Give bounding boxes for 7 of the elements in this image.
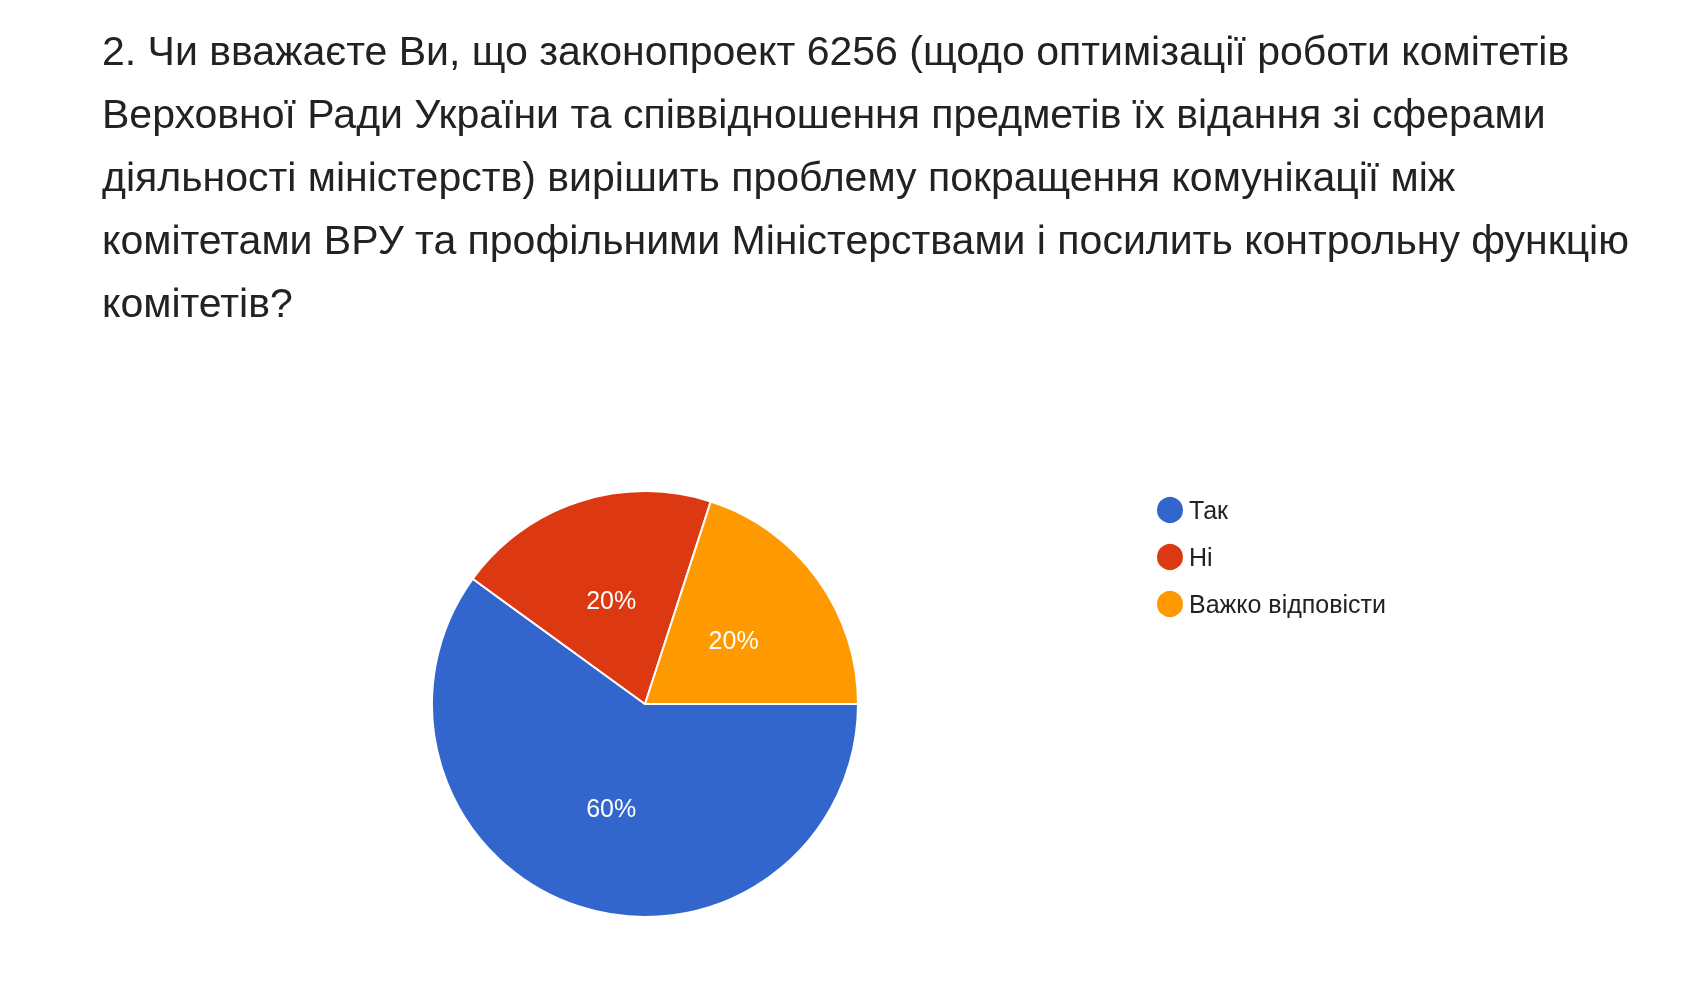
- data-label: 20%: [708, 625, 759, 654]
- legend-label: Так: [1189, 496, 1230, 524]
- chart-title: 2. Чи вважаєте Ви, що законопроект 6256 (щодо оптимізації роботи комітетів Верховної Ради України та співвідношення предметів їх відання зі сферами діяльності міністерств) вирішить проблему покращення комунікації між комітетами ВРУ та профільними Міністерствами і посилить контрольну функцію комітетів?: [102, 27, 1630, 328]
- legend-label: Важко відповісти: [1189, 590, 1386, 618]
- data-label: 20%: [586, 585, 637, 614]
- legend-label: Ні: [1189, 543, 1213, 571]
- data-label: 60%: [586, 794, 637, 823]
